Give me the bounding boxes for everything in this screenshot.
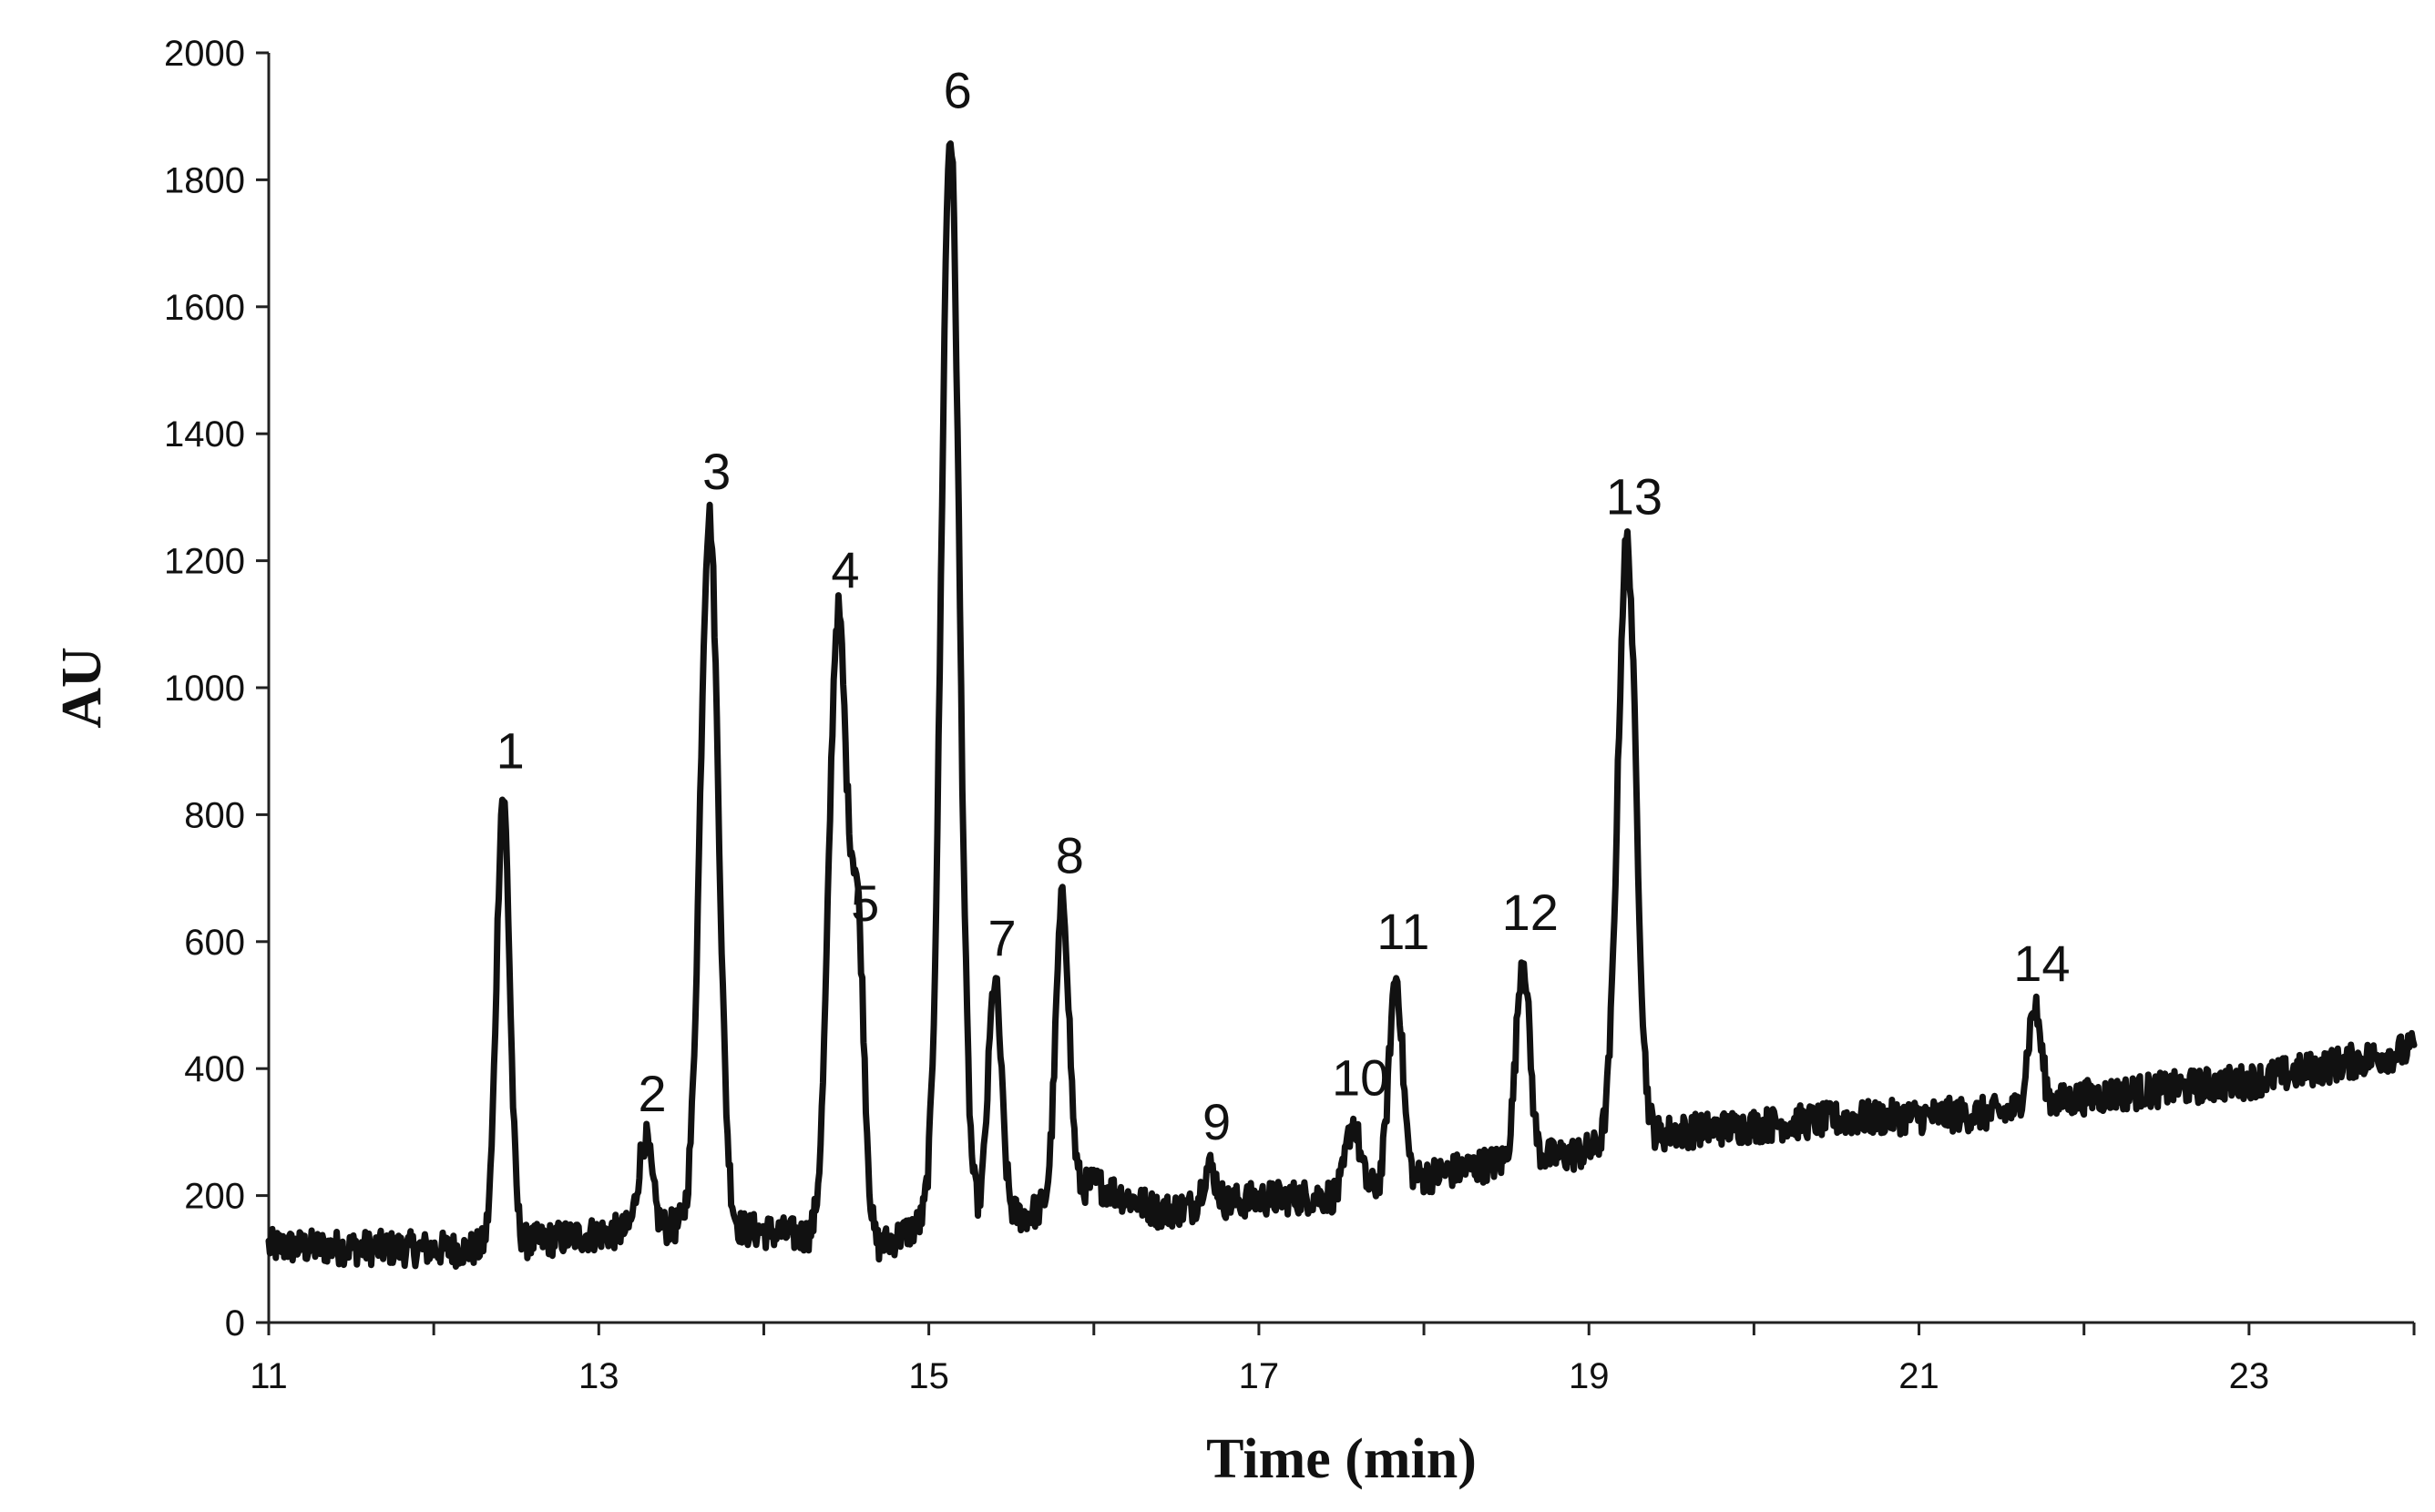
y-tick-label: 0 <box>225 1303 245 1343</box>
peak-label: 10 <box>1332 1048 1388 1106</box>
x-axis-ticks: 11 13 15 17 19 21 23 <box>250 1323 2416 1396</box>
peak-label: 6 <box>944 62 972 119</box>
y-tick-label: 200 <box>184 1177 245 1217</box>
x-tick-label: 21 <box>1898 1356 1939 1396</box>
y-tick-label: 400 <box>184 1049 245 1089</box>
x-tick-label: 19 <box>1569 1356 1610 1396</box>
chromatogram-trace <box>265 140 2418 1270</box>
peak-label: 4 <box>831 541 859 598</box>
y-tick-label: 600 <box>184 923 245 963</box>
y-tick-label: 1000 <box>164 669 245 709</box>
y-tick-label: 1200 <box>164 542 245 582</box>
peak-label: 14 <box>2013 935 2070 992</box>
y-axis-ticks: 0 200 400 600 800 1000 1200 1400 1600 1800 2000 <box>164 34 269 1343</box>
peak-label: 9 <box>1202 1093 1231 1150</box>
peak-label: 1 <box>496 721 525 779</box>
y-tick-label: 800 <box>184 795 245 835</box>
y-tick-label: 2000 <box>164 34 245 74</box>
x-axis-title: Time (min) <box>1206 1428 1477 1490</box>
peak-label: 7 <box>987 909 1016 966</box>
x-tick-label: 13 <box>578 1356 619 1396</box>
x-tick-label: 23 <box>2229 1356 2270 1396</box>
peak-label: 11 <box>1376 903 1429 960</box>
y-tick-label: 1800 <box>164 160 245 200</box>
peak-label: 12 <box>1502 884 1559 941</box>
peak-label: 3 <box>702 443 731 500</box>
y-tick-label: 1400 <box>164 414 245 455</box>
y-tick-label: 1600 <box>164 288 245 328</box>
x-tick-label: 15 <box>908 1356 949 1396</box>
x-tick-label: 17 <box>1239 1356 1280 1396</box>
peak-label: 5 <box>851 874 879 932</box>
peak-label: 2 <box>638 1065 666 1122</box>
peak-label: 13 <box>1606 468 1663 526</box>
peak-label: 8 <box>1056 826 1084 884</box>
x-tick-label: 11 <box>250 1356 288 1396</box>
y-axis-title: AU <box>51 647 113 729</box>
